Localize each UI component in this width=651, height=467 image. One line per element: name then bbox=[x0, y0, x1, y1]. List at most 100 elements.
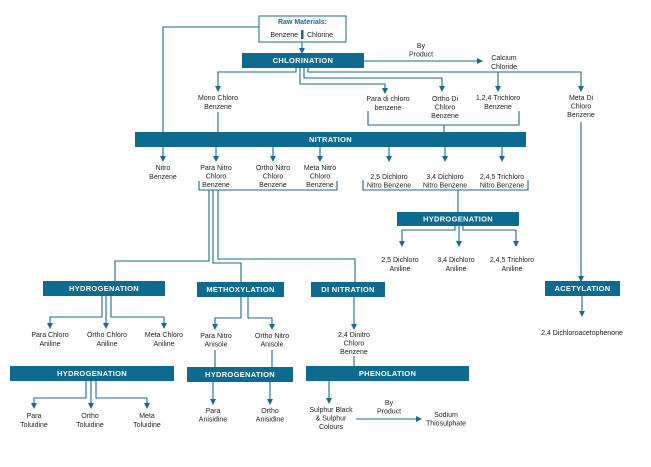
product-label-line: Para di chloro bbox=[366, 96, 409, 103]
process-hydrogenation-dichloro: HYDROGENATION bbox=[397, 212, 519, 226]
line-connector bbox=[198, 181, 338, 191]
arrow-connector bbox=[215, 68, 297, 92]
product-label-line: 2,4 Dichloroacetophenone bbox=[541, 330, 623, 337]
product-label-line: Aniline bbox=[39, 341, 60, 348]
arrow-connector bbox=[498, 71, 584, 92]
product-label-line: Aniline bbox=[389, 266, 410, 273]
product-label-line: benzene bbox=[375, 105, 402, 112]
product-label-line: Anisole bbox=[205, 342, 228, 349]
product-dichloro-aniline-25: 2,5 Dichloro Aniline bbox=[381, 257, 418, 273]
product-label-line: Meta Di bbox=[569, 95, 594, 102]
by-product-label-line: By bbox=[385, 400, 394, 407]
process-di-nitration: DI NITRATION bbox=[311, 282, 385, 297]
process-nitration: NITRATION bbox=[135, 132, 526, 147]
process-label: DI NITRATION bbox=[321, 285, 374, 294]
process-label: HYDROGENATION bbox=[69, 284, 139, 293]
raw-materials-box: Raw Materials: Benzene Chlorine bbox=[258, 15, 347, 43]
process-hydrogenation-anisidine: HYDROGENATION bbox=[187, 367, 293, 382]
product-label-line: Toluidine bbox=[133, 422, 161, 429]
product-label-line: Para bbox=[206, 408, 221, 415]
product-mono-chloro-benzene: Mono Chloro Benzene bbox=[198, 95, 238, 111]
process-label: HYDROGENATION bbox=[57, 369, 127, 378]
arrow-connector bbox=[303, 68, 445, 92]
product-calcium-chloride: Calcium Chloride bbox=[491, 55, 517, 71]
product-label-line: 2,5 Dichloro bbox=[370, 174, 407, 181]
product-para-nitro-anisole: Para Nitro Anisole bbox=[200, 333, 232, 349]
process-phenolation: PHENOLATION bbox=[306, 366, 469, 381]
product-label-line: & Sulphur bbox=[316, 415, 347, 422]
product-label-line: Thiosulphate bbox=[426, 421, 466, 428]
product-ortho-chloro-aniline: Ortho Chloro Aniline bbox=[87, 332, 127, 348]
product-label-line: Ortho Di bbox=[432, 96, 459, 103]
line-connector bbox=[217, 190, 356, 282]
connector-lines bbox=[31, 26, 585, 422]
product-label-line: Para Chloro bbox=[31, 332, 68, 339]
by-product-label: By Product bbox=[409, 43, 433, 59]
product-para-di-chloro-benzene: Para di chloro benzene bbox=[366, 96, 409, 112]
arrow-connector bbox=[95, 381, 150, 409]
product-label-line: Sodium bbox=[434, 412, 458, 419]
product-label-line: Meta Chloro bbox=[145, 332, 183, 339]
product-label-line: Benzene bbox=[567, 112, 595, 119]
product-label-line: Anisidine bbox=[199, 417, 228, 424]
product-label-line: Benzene bbox=[204, 104, 232, 111]
product-label-line: Ortho Nitro bbox=[256, 165, 290, 172]
line-connector bbox=[362, 180, 529, 191]
product-label-line: Meta bbox=[139, 413, 155, 420]
product-label-line: Para Nitro bbox=[200, 333, 232, 340]
product-label-line: Anisole bbox=[261, 342, 284, 349]
product-label-line: Nitro Benzene bbox=[480, 182, 524, 189]
product-label-line: Benzene bbox=[259, 182, 287, 189]
arrow-connector bbox=[31, 381, 87, 409]
product-sodium-thiosulphate: Sodium Thiosulphate bbox=[426, 412, 466, 428]
product-label-line: 1,2,4 Trichloro bbox=[476, 95, 520, 102]
arrow-connector bbox=[212, 297, 242, 330]
product-label-line: Para bbox=[27, 413, 42, 420]
product-label-line: 2,4,5 Trichloro bbox=[490, 257, 534, 264]
line-connector bbox=[162, 26, 259, 132]
product-nitro-benzene: Nitro Benzene bbox=[149, 165, 177, 181]
product-label-line: Aniline bbox=[96, 341, 117, 348]
product-label-line: Chloro bbox=[571, 104, 592, 111]
process-label: CHLORINATION bbox=[273, 56, 334, 65]
product-label-line: Nitro bbox=[156, 165, 171, 172]
product-label-line: 2,4,5 Trichloro bbox=[480, 174, 524, 181]
line-connector bbox=[114, 190, 210, 281]
product-label-line: Para Nitro bbox=[200, 165, 232, 172]
arrow-connector bbox=[47, 296, 103, 329]
product-label-line: 3,4 Dichloro bbox=[426, 174, 463, 181]
product-label-line: Aniline bbox=[153, 341, 174, 348]
arrow-connector bbox=[110, 296, 167, 329]
raw-material-chlorine: Chlorine bbox=[307, 32, 333, 39]
product-para-toluidine: Para Toluidine bbox=[20, 413, 48, 429]
product-label-line: Chloro bbox=[206, 173, 227, 180]
process-label: ACETYLATION bbox=[554, 284, 610, 293]
arrow-connector bbox=[307, 68, 501, 92]
product-label-line: Mono Chloro bbox=[198, 95, 238, 102]
process-label: METHOXYLATION bbox=[206, 285, 274, 294]
process-hydrogenation-toluidine: HYDROGENATION bbox=[10, 366, 174, 381]
product-label-line: Ortho bbox=[261, 408, 279, 415]
raw-materials-divider bbox=[301, 30, 304, 39]
product-label-line: Toluidine bbox=[20, 422, 48, 429]
product-trichloro-benzene-124: 1,2,4 Trichloro Benzene bbox=[476, 95, 520, 111]
line-connector bbox=[212, 190, 242, 282]
process-hydrogenation-chloro-aniline: HYDROGENATION bbox=[43, 281, 165, 296]
by-product-label-line: Product bbox=[377, 409, 401, 416]
product-label-line: Ortho bbox=[81, 413, 99, 420]
product-label-line: Aniline bbox=[445, 266, 466, 273]
product-label-line: Benzene bbox=[340, 349, 368, 356]
product-label-line: Aniline bbox=[501, 266, 522, 273]
product-label-line: Benzene bbox=[202, 182, 230, 189]
arrow-connector bbox=[399, 226, 456, 247]
arrow-connector bbox=[299, 68, 388, 94]
product-dichloroacetophenone-24: 2,4 Dichloroacetophenone bbox=[541, 330, 623, 337]
product-dichloro-aniline-34: 3,4 Dichloro Aniline bbox=[437, 257, 474, 273]
arrow-connector bbox=[247, 297, 275, 330]
